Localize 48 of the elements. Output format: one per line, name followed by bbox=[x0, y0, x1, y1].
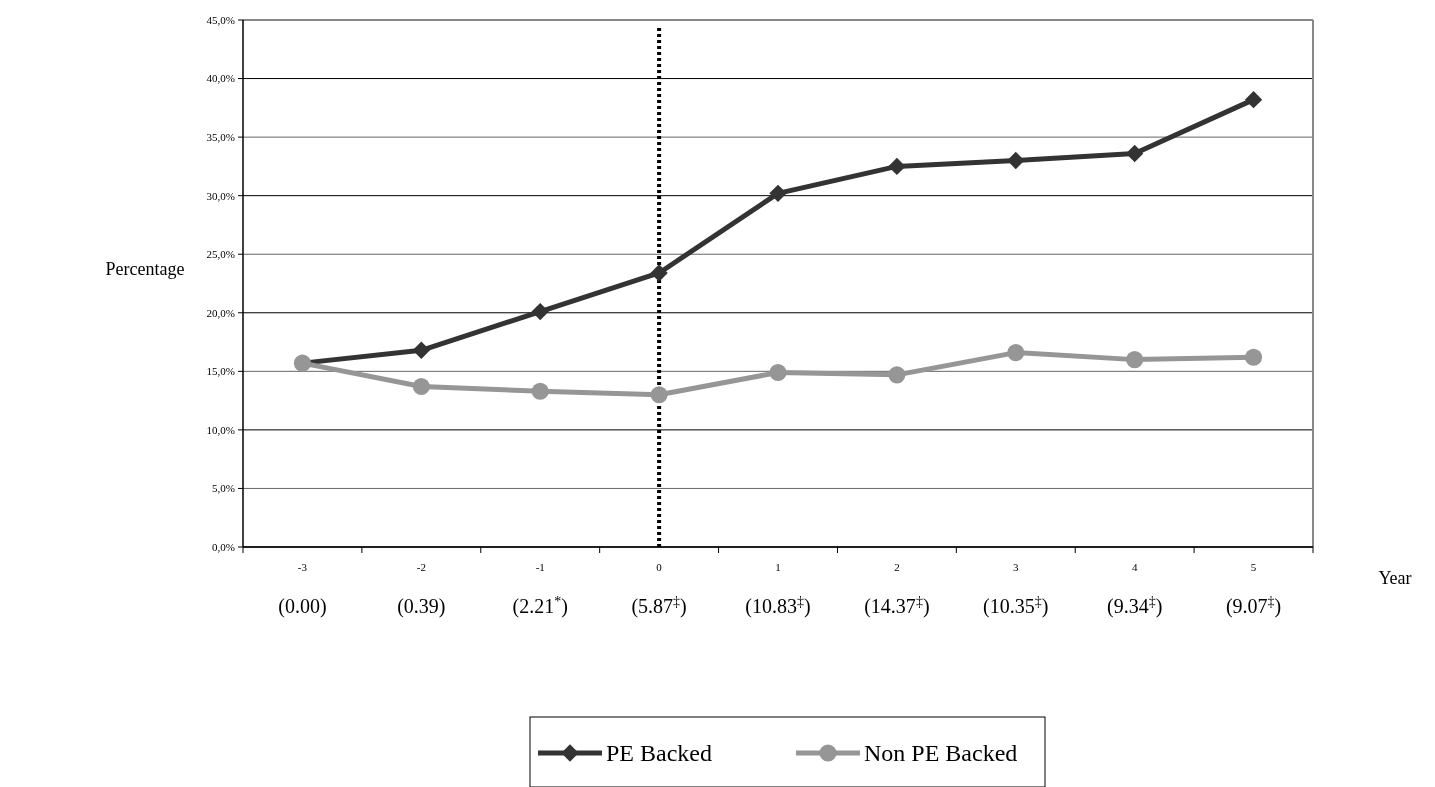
point bbox=[1245, 348, 1263, 366]
text: (9.07$^{‡}$) bbox=[1225, 593, 1282, 618]
text: (14.37$^{‡}$) bbox=[864, 593, 930, 618]
point bbox=[1244, 90, 1263, 109]
text: (0.39) bbox=[397, 595, 446, 618]
y-tick-label: 30,0% bbox=[206, 189, 235, 202]
point bbox=[1007, 344, 1025, 362]
x-tick-label: -3 bbox=[297, 561, 308, 573]
y-tick-label: 5,0% bbox=[212, 482, 235, 495]
y-tick-label: 45,0% bbox=[206, 13, 235, 26]
text: (10.35$^{‡}$) bbox=[983, 593, 1049, 618]
legend-label: PE Backed bbox=[606, 740, 712, 767]
y-tick-label: 20,0% bbox=[206, 306, 235, 319]
point bbox=[1126, 351, 1144, 369]
y-tick-label: 0,0% bbox=[212, 540, 235, 553]
y-tick-label: 40,0% bbox=[206, 72, 235, 85]
x-tick-label: 2 bbox=[894, 561, 900, 573]
x-tick-label: 5 bbox=[1250, 561, 1257, 573]
y-tick-label: 10,0% bbox=[206, 423, 235, 436]
y-tick-label: 25,0% bbox=[206, 248, 235, 261]
point bbox=[769, 184, 787, 202]
point bbox=[412, 378, 430, 396]
x-axis-title: Year bbox=[1378, 568, 1412, 588]
point bbox=[888, 366, 906, 384]
point bbox=[531, 302, 549, 321]
point bbox=[650, 264, 668, 282]
text: (5.87$^{‡}$) bbox=[631, 593, 687, 618]
point bbox=[531, 382, 549, 400]
x-tick-label: 0 bbox=[656, 561, 663, 573]
text: (9.34$^{‡}$) bbox=[1106, 593, 1163, 618]
point bbox=[1007, 151, 1025, 170]
legend-label: Non PE Backed bbox=[864, 740, 1018, 767]
text: (2.21$^{*}$) bbox=[512, 593, 568, 618]
y-tick-label: 35,0% bbox=[206, 130, 235, 143]
point bbox=[1126, 144, 1144, 163]
y-tick-label: 15,0% bbox=[206, 365, 235, 378]
x-tick-label: -1 bbox=[535, 561, 545, 573]
point bbox=[769, 363, 787, 382]
text: (0.00) bbox=[278, 595, 327, 618]
x-tick-label: -2 bbox=[416, 561, 426, 573]
point bbox=[650, 386, 668, 404]
text: (10.83$^{‡}$) bbox=[745, 593, 811, 618]
x-tick-label: 3 bbox=[1013, 561, 1020, 573]
x-tick-label: 4 bbox=[1131, 561, 1138, 573]
point bbox=[412, 341, 430, 359]
point bbox=[888, 157, 906, 176]
y-axis-title: Percentage bbox=[105, 259, 185, 279]
x-tick-label: 1 bbox=[775, 561, 781, 573]
